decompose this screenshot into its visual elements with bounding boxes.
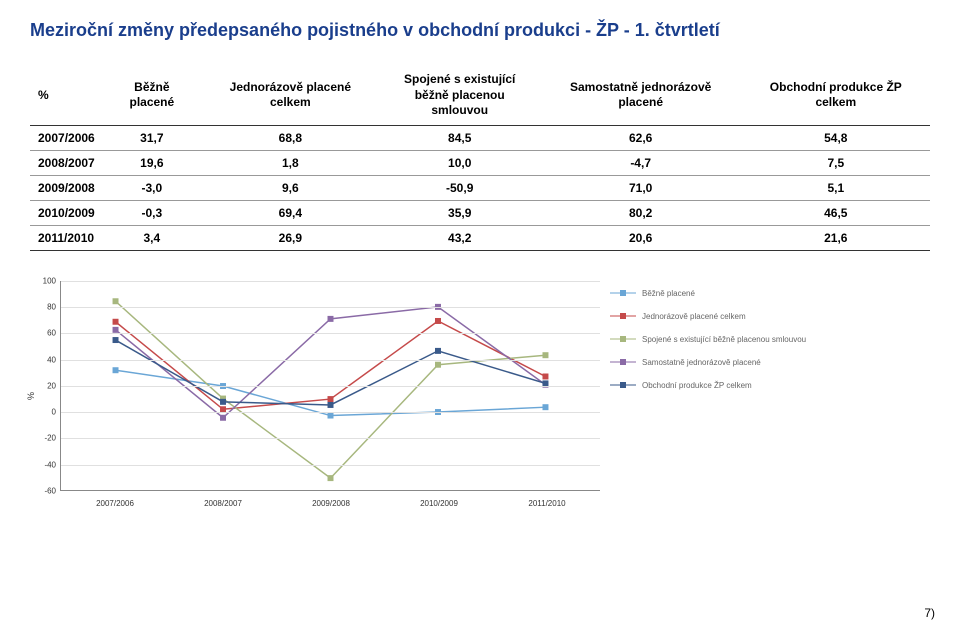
table-cell: 69,4 — [201, 200, 380, 225]
table-header: Jednorázově placené celkem — [201, 66, 380, 125]
table-row: 2007/200631,768,884,562,654,8 — [30, 125, 930, 150]
y-tick-label: -60 — [31, 486, 56, 495]
table-cell: 46,5 — [742, 200, 930, 225]
legend-label: Obchodní produkce ŽP celkem — [642, 381, 752, 390]
page-title: Meziroční změny předepsaného pojistného … — [30, 20, 930, 41]
table-cell: 84,5 — [380, 125, 540, 150]
table-header: Samostatně jednorázově placené — [540, 66, 742, 125]
table-cell: 1,8 — [201, 150, 380, 175]
line-chart: % -60-40-200204060801002007/20062008/200… — [30, 281, 600, 511]
table-cell: -0,3 — [103, 200, 201, 225]
table-cell: 68,8 — [201, 125, 380, 150]
x-tick-label: 2008/2007 — [204, 499, 242, 508]
y-tick-label: 0 — [31, 408, 56, 417]
table-cell: 31,7 — [103, 125, 201, 150]
table-header: Obchodní produkce ŽP celkem — [742, 66, 930, 125]
legend-label: Běžně placené — [642, 289, 695, 298]
y-tick-label: 60 — [31, 329, 56, 338]
table-cell: 2011/2010 — [30, 225, 103, 250]
table-row: 2010/2009-0,369,435,980,246,5 — [30, 200, 930, 225]
table-cell: 43,2 — [380, 225, 540, 250]
table-cell: 5,1 — [742, 175, 930, 200]
legend-item: Jednorázově placené celkem — [610, 312, 806, 321]
table-cell: 7,5 — [742, 150, 930, 175]
data-table: %Běžně placenéJednorázově placené celkem… — [30, 66, 930, 251]
y-tick-label: -20 — [31, 434, 56, 443]
table-cell: 20,6 — [540, 225, 742, 250]
y-tick-label: -40 — [31, 460, 56, 469]
table-cell: 62,6 — [540, 125, 742, 150]
legend-label: Samostatně jednorázově placené — [642, 358, 761, 367]
table-cell: -50,9 — [380, 175, 540, 200]
table-cell: 2010/2009 — [30, 200, 103, 225]
table-cell: 35,9 — [380, 200, 540, 225]
table-cell: 3,4 — [103, 225, 201, 250]
table-cell: 2009/2008 — [30, 175, 103, 200]
table-cell: 21,6 — [742, 225, 930, 250]
table-cell: 10,0 — [380, 150, 540, 175]
table-cell: 26,9 — [201, 225, 380, 250]
table-cell: -4,7 — [540, 150, 742, 175]
page-number: 7) — [924, 606, 935, 620]
table-cell: 2008/2007 — [30, 150, 103, 175]
table-row: 2011/20103,426,943,220,621,6 — [30, 225, 930, 250]
table-cell: 9,6 — [201, 175, 380, 200]
table-cell: -3,0 — [103, 175, 201, 200]
legend-item: Běžně placené — [610, 289, 806, 298]
y-tick-label: 100 — [31, 276, 56, 285]
y-tick-label: 20 — [31, 381, 56, 390]
legend-item: Obchodní produkce ŽP celkem — [610, 381, 806, 390]
legend-item: Spojené s existující běžně placenou smlo… — [610, 335, 806, 344]
table-cell: 80,2 — [540, 200, 742, 225]
x-tick-label: 2010/2009 — [420, 499, 458, 508]
x-tick-label: 2009/2008 — [312, 499, 350, 508]
legend-item: Samostatně jednorázově placené — [610, 358, 806, 367]
table-row: 2008/200719,61,810,0-4,77,5 — [30, 150, 930, 175]
x-tick-label: 2007/2006 — [96, 499, 134, 508]
table-header: % — [30, 66, 103, 125]
table-header: Běžně placené — [103, 66, 201, 125]
table-cell: 54,8 — [742, 125, 930, 150]
table-cell: 19,6 — [103, 150, 201, 175]
table-cell: 71,0 — [540, 175, 742, 200]
y-tick-label: 80 — [31, 303, 56, 312]
legend-label: Jednorázově placené celkem — [642, 312, 746, 321]
table-header: Spojené s existující běžně placenou smlo… — [380, 66, 540, 125]
y-axis-title: % — [26, 392, 36, 400]
y-tick-label: 40 — [31, 355, 56, 364]
table-row: 2009/2008-3,09,6-50,971,05,1 — [30, 175, 930, 200]
x-tick-label: 2011/2010 — [528, 499, 565, 508]
chart-legend: Běžně placené Jednorázově placené celkem S… — [610, 281, 806, 390]
table-cell: 2007/2006 — [30, 125, 103, 150]
legend-label: Spojené s existující běžně placenou smlo… — [642, 335, 806, 344]
